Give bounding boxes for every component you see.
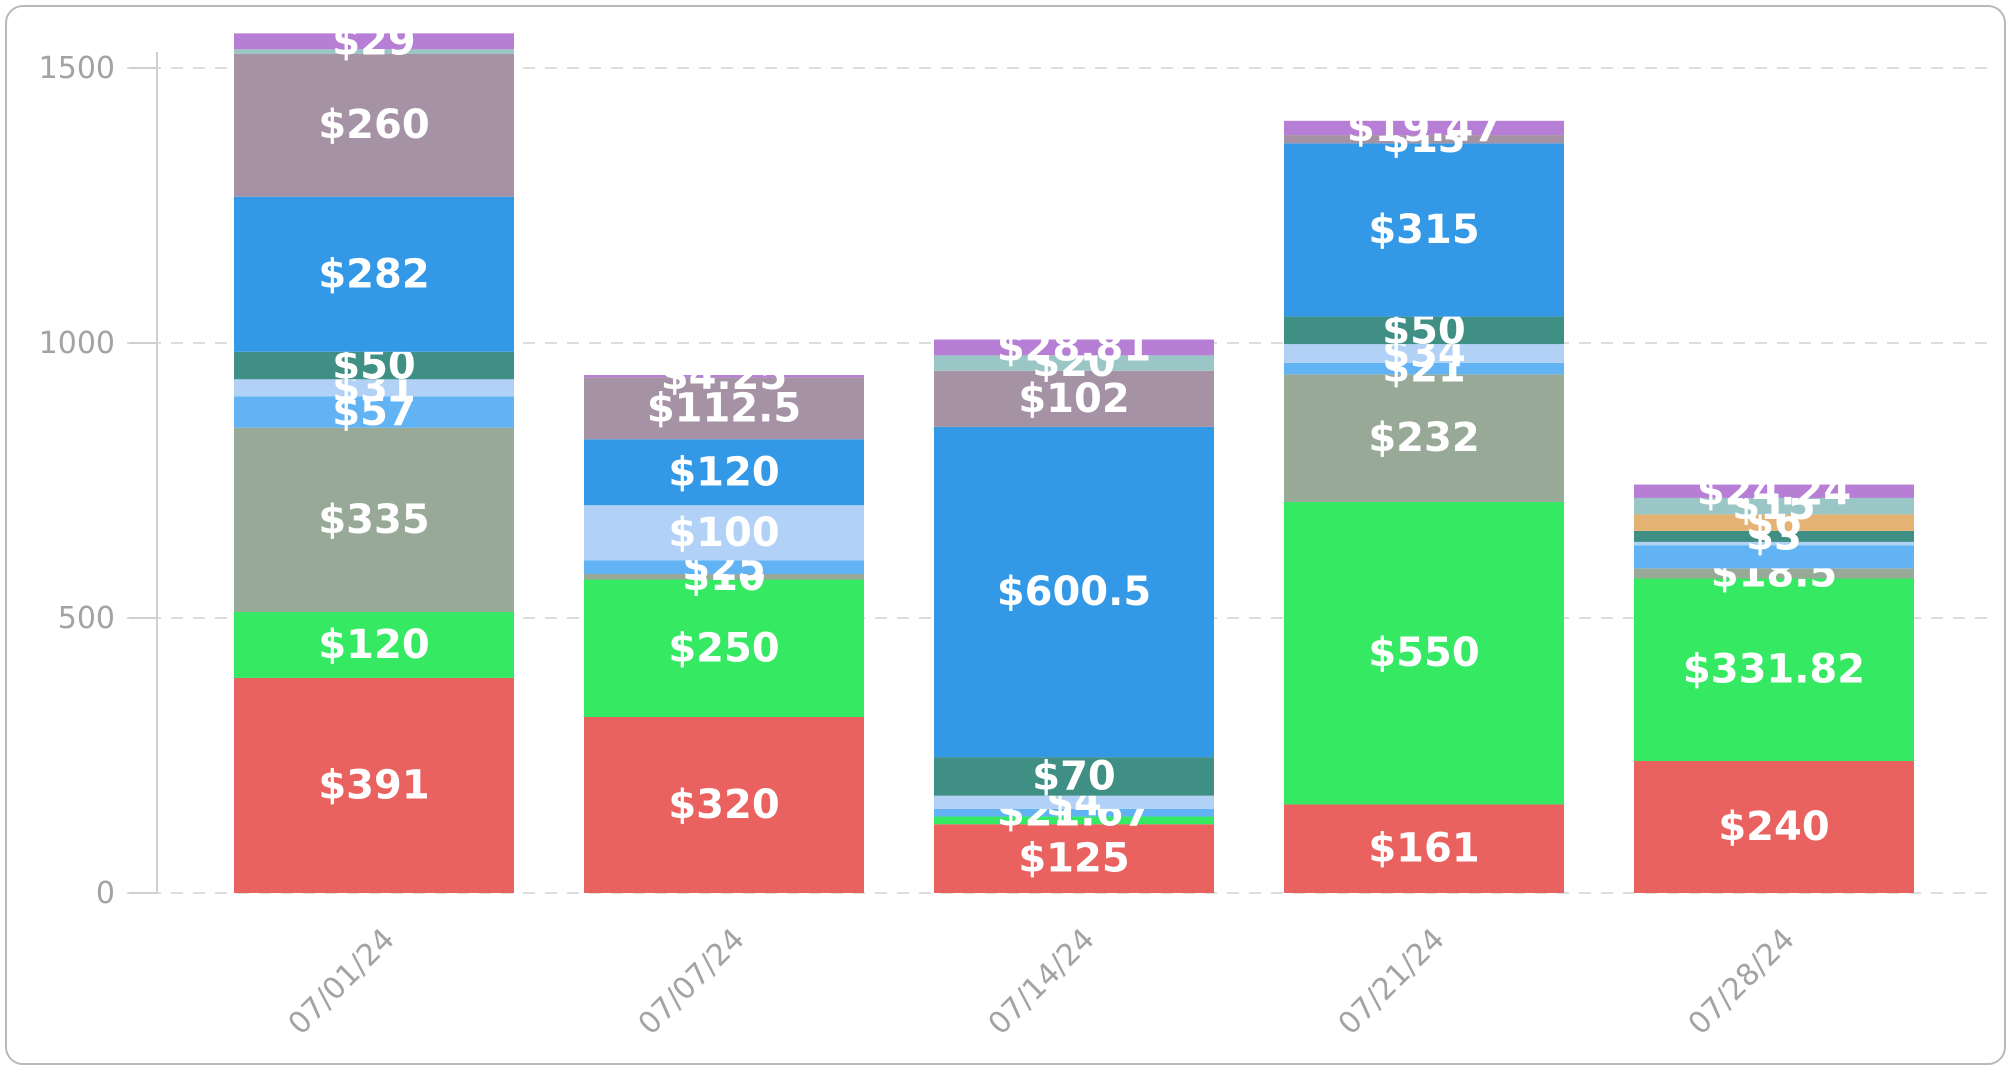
bar-value-label: $600.5	[997, 569, 1151, 615]
bar-segment	[1284, 374, 1564, 502]
x-tick-label: 07/21/24	[1332, 922, 1452, 1042]
bar-segment	[1284, 501, 1564, 805]
bar-segment	[584, 579, 864, 717]
x-tick-label: 07/28/24	[1682, 922, 1802, 1042]
bar-segment	[234, 396, 514, 428]
bar-segment	[234, 49, 514, 54]
bar-value-label: $320	[668, 782, 779, 828]
bar-segment	[584, 505, 864, 561]
bar-segment	[584, 439, 864, 506]
bar-segment	[1634, 541, 1914, 546]
bar-value-label: $57	[332, 389, 416, 435]
bar-value-label: $4.25	[661, 353, 788, 399]
y-tick-label: 500	[58, 601, 115, 636]
bar-value-label: $102	[1018, 376, 1129, 422]
bar-segment	[934, 339, 1214, 356]
bar-segment	[1284, 135, 1564, 144]
y-tick-label: 1500	[39, 51, 115, 86]
bar-value-label: $120	[318, 622, 429, 668]
bar-value-label: $250	[668, 625, 779, 671]
bar-value-label: $24.24	[1697, 468, 1851, 514]
chart-card: 0 500 1000 1500 $391 $120 $335 $57 $31 $50 $282 $26…	[5, 5, 2006, 1065]
bar-segment	[234, 677, 514, 893]
bar-value-label: $331.82	[1683, 647, 1865, 693]
bar-segment	[234, 611, 514, 678]
bar-value-label: $391	[318, 762, 429, 808]
bar-value-label: $29	[332, 18, 416, 64]
bar-segment	[234, 196, 514, 352]
bar-segment	[1634, 761, 1914, 893]
bar-segment	[584, 560, 864, 574]
bar-value-label: $315	[1368, 207, 1479, 253]
bar-segment	[584, 375, 864, 378]
bar-value-label: $161	[1368, 826, 1479, 872]
x-tick-label: 07/14/24	[982, 922, 1102, 1042]
bar-segment	[934, 370, 1214, 427]
bar-value-label: $100	[668, 510, 779, 556]
bar-segment	[1634, 568, 1914, 579]
bar-segment	[934, 355, 1214, 371]
bar-segment	[234, 351, 514, 380]
bar-segment	[1284, 344, 1564, 363]
bar-segment	[584, 717, 864, 893]
bar-value-label: $282	[318, 251, 429, 297]
bar-value-label: $240	[1718, 804, 1829, 850]
bar-segment	[1284, 120, 1564, 136]
bar-value-label: $19.47	[1347, 105, 1501, 151]
bar-segment	[934, 808, 1214, 817]
bar-value-label: $550	[1368, 630, 1479, 676]
bar-segment	[1634, 530, 1914, 542]
bar-segment	[234, 33, 514, 50]
bar-value-label: $70	[1032, 753, 1116, 799]
bar-segment	[1284, 316, 1564, 345]
bar-segment	[1634, 484, 1914, 498]
bar-segment	[1284, 804, 1564, 893]
bar-segment	[1634, 578, 1914, 761]
bar-segment	[934, 824, 1214, 893]
bar-segment	[1284, 362, 1564, 375]
bar-segment	[1284, 143, 1564, 317]
stacked-bar-chart: 050010001500$391$120$335$57$31$50$282$26…	[39, 18, 1997, 1042]
bar-segment	[234, 427, 514, 612]
bar-segment	[234, 53, 514, 197]
bar-segment	[584, 574, 864, 580]
bar-segment	[1634, 545, 1914, 569]
bar-segment	[1634, 514, 1914, 531]
bar-segment	[934, 757, 1214, 796]
bar-value-label: $112.5	[647, 385, 801, 431]
bar-value-label: $260	[318, 102, 429, 148]
bar-value-label: $120	[668, 449, 779, 495]
bar-segment	[934, 426, 1214, 758]
bar-value-label: $28.81	[997, 324, 1151, 370]
x-tick-label: 07/01/24	[282, 922, 402, 1042]
y-tick-label: 1000	[39, 326, 115, 361]
y-tick-label: 0	[96, 876, 115, 911]
bar-segment	[584, 377, 864, 440]
bar-segment	[934, 795, 1214, 809]
bar-segment	[1634, 497, 1914, 515]
bar-segment	[234, 379, 514, 397]
bar-value-label: $335	[318, 497, 429, 543]
x-tick-label: 07/07/24	[632, 922, 752, 1042]
bar-value-label: $125	[1018, 836, 1129, 882]
bar-value-label: $232	[1368, 415, 1479, 461]
bar-segment	[934, 816, 1214, 825]
